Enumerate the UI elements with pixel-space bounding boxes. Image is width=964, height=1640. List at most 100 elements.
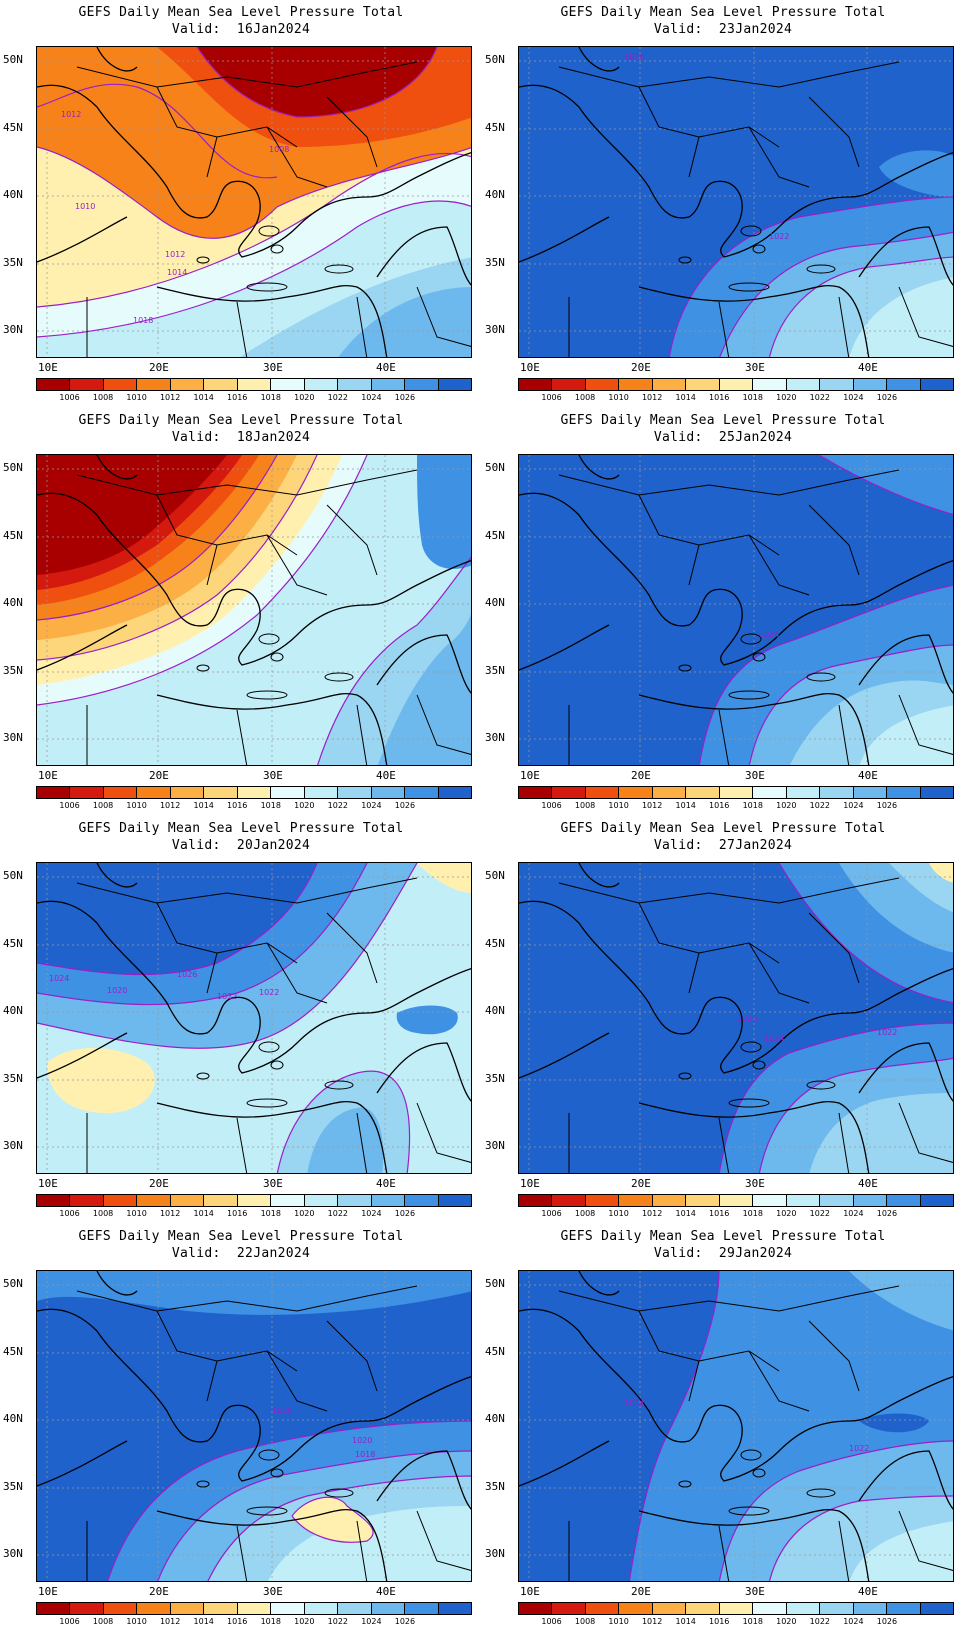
colorbar-label: 1024 — [843, 1209, 864, 1218]
panel-title: GEFS Daily Mean Sea Level Pressure Total — [560, 413, 886, 428]
isobar-label: 1024 — [49, 974, 69, 983]
isobar-label: 1010 — [75, 202, 95, 211]
colorbar-swatch — [70, 1195, 104, 1206]
pressure-field: 1026 1022 — [519, 47, 953, 357]
colorbar-label: 1018 — [260, 1209, 281, 1218]
map-area: 1024 — [518, 454, 954, 766]
colorbar-swatch — [338, 1195, 372, 1206]
isobar-line — [718, 1022, 953, 1173]
colorbar-swatch — [719, 1195, 754, 1206]
colorbar — [36, 1602, 472, 1615]
pressure-band — [292, 1497, 374, 1543]
map-panel: GEFS Daily Mean Sea Level Pressure Total… — [0, 1224, 472, 1632]
pressure-band — [417, 455, 471, 569]
pressure-field — [37, 455, 471, 765]
colorbar-label: 1010 — [126, 1617, 147, 1626]
colorbar-swatch — [37, 787, 71, 798]
colorbar-label: 1024 — [843, 801, 864, 810]
lat-tick-label: 50N — [485, 461, 505, 474]
colorbar-swatch — [304, 1195, 339, 1206]
panel-title: GEFS Daily Mean Sea Level Pressure Total — [78, 821, 404, 836]
colorbar-label: 1026 — [394, 393, 416, 402]
colorbar-labels: 1006 1008 1010 1012 1014 1016 1018 1020 1022 1024… — [36, 393, 472, 405]
isobar-line — [668, 196, 953, 357]
country-border — [558, 1285, 953, 1581]
colorbar-label: 1016 — [227, 801, 248, 810]
lat-tick-label: 50N — [485, 53, 505, 66]
island-outline — [246, 690, 288, 700]
isobar-line — [748, 644, 953, 765]
island-outline — [196, 664, 210, 672]
colorbar-swatch — [920, 1195, 954, 1206]
map-area: 1026 1022 — [518, 46, 954, 358]
colorbar-swatch — [237, 379, 272, 390]
colorbar-label: 1006 — [541, 1209, 562, 1218]
lat-tick-label: 50N — [485, 869, 505, 882]
lon-tick-label: 20E — [631, 1177, 651, 1190]
isobar-line — [628, 1271, 720, 1581]
pressure-band — [889, 863, 953, 913]
isobar-line — [37, 863, 418, 1049]
colorbar-swatch — [820, 1195, 854, 1206]
panel-title: GEFS Daily Mean Sea Level Pressure Total — [560, 5, 886, 20]
coastline — [37, 1271, 471, 1581]
colorbar-label: 1024 — [361, 393, 382, 402]
colorbar-label: 1010 — [126, 801, 147, 810]
island-outline — [678, 256, 692, 264]
island-outline — [270, 652, 284, 662]
pressure-band — [849, 277, 953, 357]
colorbar-swatch — [37, 1195, 71, 1206]
colorbar-swatch — [371, 787, 406, 798]
colorbar-swatch — [405, 379, 439, 390]
colorbar-label: 1006 — [59, 801, 80, 810]
colorbar-label: 1026 — [394, 1209, 416, 1218]
colorbar-swatch — [753, 787, 787, 798]
lat-tick-label: 45N — [485, 529, 505, 542]
lon-tick-label: 20E — [149, 769, 169, 782]
colorbar-swatch — [619, 1603, 653, 1614]
lat-tick-label: 40N — [485, 1412, 505, 1425]
colorbar-label: 1010 — [608, 1209, 629, 1218]
map-area: 1024 1022 — [518, 1270, 954, 1582]
map-panel: GEFS Daily Mean Sea Level Pressure Total… — [0, 0, 472, 408]
lat-tick-label: 30N — [485, 1139, 505, 1152]
colorbar-swatch — [585, 1603, 620, 1614]
panel-title: GEFS Daily Mean Sea Level Pressure Total — [78, 5, 404, 20]
colorbar-swatch — [753, 379, 787, 390]
colorbar-label: 1014 — [675, 393, 696, 402]
colorbar-swatch — [686, 787, 720, 798]
colorbar-label: 1008 — [92, 1209, 114, 1218]
colorbar-label: 1016 — [227, 1209, 248, 1218]
lon-tick-label: 40E — [376, 361, 396, 374]
map-area: 1026 1024 1022 — [518, 862, 954, 1174]
coastline — [519, 455, 953, 765]
isobar-label: 1026 — [737, 1014, 757, 1023]
island-outline — [740, 1449, 762, 1461]
lat-tick-label: 35N — [485, 256, 505, 269]
isobar-label: 1026 — [177, 970, 197, 979]
colorbar-label: 1010 — [608, 1617, 629, 1626]
colorbar-swatch — [304, 1603, 339, 1614]
colorbar-label: 1012 — [159, 1617, 181, 1626]
island-outline — [728, 282, 770, 292]
pressure-band — [929, 863, 953, 883]
colorbar-label: 1018 — [742, 1209, 763, 1218]
colorbar-label: 1018 — [742, 1617, 763, 1626]
colorbar-label: 1010 — [608, 393, 629, 402]
colorbar-label: 1018 — [742, 393, 763, 402]
lon-tick-label: 10E — [520, 1177, 540, 1190]
isobar-line — [207, 1475, 471, 1581]
colorbar-swatch — [552, 1195, 586, 1206]
colorbar-swatch — [405, 1603, 439, 1614]
lat-tick-label: 40N — [3, 188, 23, 201]
island-outline — [752, 652, 766, 662]
pressure-field: 1024 — [519, 455, 953, 765]
isobar-line — [768, 256, 953, 357]
isobar-line — [37, 146, 471, 239]
colorbar-label: 1024 — [843, 393, 864, 402]
lon-tick-label: 30E — [745, 361, 765, 374]
colorbar-label: 1016 — [709, 393, 730, 402]
isobar-line — [276, 1070, 411, 1173]
colorbar-label: 1016 — [227, 393, 248, 402]
coastline — [519, 47, 953, 357]
